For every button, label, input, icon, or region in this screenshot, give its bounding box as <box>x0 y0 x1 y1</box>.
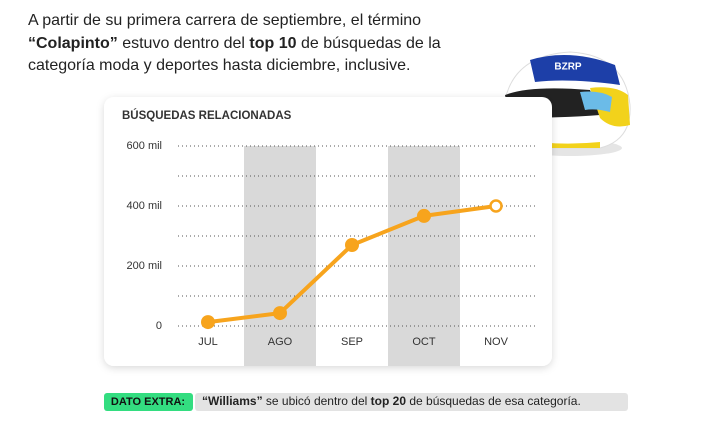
footnote-text: de búsquedas de esa categoría. <box>406 394 581 408</box>
helmet-label: BZRP <box>554 62 582 73</box>
badge-bg <box>104 393 193 411</box>
point <box>273 306 287 321</box>
point <box>201 315 215 330</box>
footnote-text: top 20 <box>371 394 407 408</box>
y-tick-label: 600 mil <box>127 140 162 152</box>
intro-text: “Colapinto” <box>28 35 118 52</box>
chart-card <box>104 97 552 366</box>
point <box>489 199 503 213</box>
x-tick-label: NOV <box>484 336 509 348</box>
intro-text: categoría moda y deportes hasta diciembr… <box>28 57 410 74</box>
column-shade <box>388 146 460 366</box>
intro-line: “Colapinto” estuvo dentro del top 10 de … <box>28 35 441 52</box>
intro-text: top 10 <box>249 35 296 52</box>
x-tick-label: OCT <box>412 336 436 348</box>
x-tick-label: SEP <box>341 336 363 348</box>
y-tick-label: 200 mil <box>127 260 162 272</box>
footnote: “Williams” se ubicó dentro del top 20 de… <box>202 394 581 408</box>
intro-text: estuvo dentro del <box>118 35 250 52</box>
footnote-bg <box>195 393 628 411</box>
point <box>345 238 359 252</box>
intro-line: A partir de su primera carrera de septie… <box>28 12 421 29</box>
point <box>417 208 431 223</box>
x-tick-label: JUL <box>198 336 218 348</box>
y-tick-label: 0 <box>156 320 162 332</box>
plot: 0 200 mil 400 mil 600 mil JUL AGO SEP OCT NOV <box>127 140 536 366</box>
chart-title: BÚSQUEDAS RELACIONADAS <box>122 109 292 122</box>
column-shade <box>244 146 316 366</box>
intro-line: categoría moda y deportes hasta diciembr… <box>28 57 410 74</box>
intro-text: de búsquedas de la <box>297 35 441 52</box>
footnote-text: se ubicó dentro del <box>263 394 371 408</box>
intro-text: A partir de su primera carrera de septie… <box>28 12 421 29</box>
x-tick-label: AGO <box>268 336 293 348</box>
footnote-text: “Williams” <box>202 394 263 408</box>
y-tick-label: 400 mil <box>127 200 162 212</box>
badge: DATO EXTRA: <box>111 396 185 408</box>
